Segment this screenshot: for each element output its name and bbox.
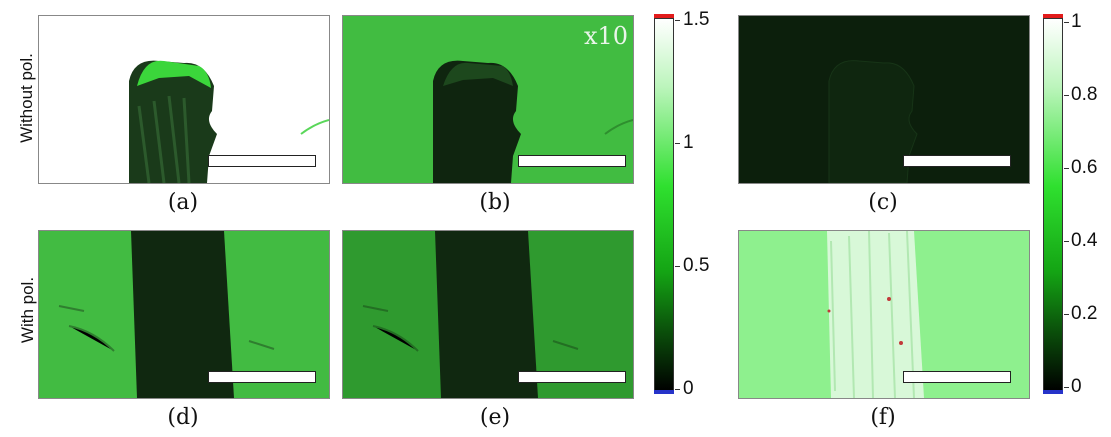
gain-annotation: x10 [584, 22, 629, 50]
scale-bar-e [518, 371, 626, 383]
colorbar-right-cap-low [1043, 390, 1063, 394]
panel-label-a: (a) [167, 190, 199, 215]
panel-label-f: (f) [870, 405, 896, 430]
colorbar-right-cap-high [1043, 14, 1063, 18]
panel-f-image [738, 230, 1030, 399]
colorbar-left-tick-1: 1 [683, 132, 694, 153]
scale-bar-f [903, 371, 1011, 383]
scale-bar-a [208, 155, 316, 167]
colorbar-right-tick-0.2: 0.2 [1071, 303, 1098, 324]
panel-e-image [342, 230, 634, 399]
colorbar-right-tick-0: 0 [1071, 376, 1082, 397]
colorbar-left-cap-low [654, 390, 674, 394]
scale-bar-d [208, 371, 316, 383]
panel-d-image [38, 230, 330, 399]
colorbar-left-tick-1.5: 1.5 [683, 9, 710, 30]
row-label-with-pol: With pol. [18, 276, 38, 344]
colorbar-right [1043, 18, 1063, 392]
scale-bar-b [518, 155, 626, 167]
panel-c-image [738, 15, 1030, 184]
colorbar-right-tick-1: 1 [1071, 11, 1082, 32]
row-label-without-pol: Without pol. [16, 53, 36, 143]
panel-label-d: (d) [167, 405, 199, 430]
colorbar-right-tick-0.4: 0.4 [1071, 230, 1098, 251]
panel-label-b: (b) [479, 190, 511, 215]
colorbar-left-tick-0.5: 0.5 [683, 255, 710, 276]
colorbar-right-tick-0.8: 0.8 [1071, 84, 1098, 105]
colorbar-left-tick-0: 0 [683, 378, 694, 399]
scale-bar-c [903, 155, 1011, 167]
panel-label-c: (c) [868, 190, 898, 215]
colorbar-right-tick-0.6: 0.6 [1071, 157, 1098, 178]
panel-label-e: (e) [479, 405, 511, 430]
colorbar-left-cap-high [654, 14, 674, 18]
colorbar-left [654, 18, 674, 392]
